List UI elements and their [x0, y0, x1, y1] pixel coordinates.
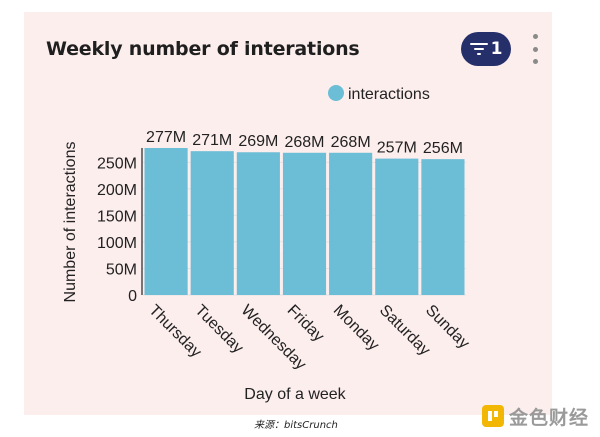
source-caption: 来源：bitsCrunch [254, 420, 338, 431]
bar-value-label: 256M [423, 140, 463, 157]
filter-button[interactable]: 1 [461, 32, 511, 66]
more-options-icon[interactable] [528, 34, 542, 64]
filter-count-badge: 1 [490, 39, 503, 59]
bar-tuesday[interactable] [190, 151, 234, 295]
bar-value-label: 271M [192, 132, 232, 149]
brand-watermark: 金色财经 [482, 401, 589, 431]
bar-value-label: 268M [331, 134, 371, 151]
x-tick-label: Monday [330, 302, 382, 354]
y-tick-label: 150M [97, 208, 137, 225]
bar-value-label: 269M [238, 133, 278, 150]
legend-label: interactions [348, 86, 430, 103]
legend[interactable]: interactions [328, 85, 430, 103]
bar-value-label: 257M [377, 140, 417, 157]
bar-monday[interactable] [329, 152, 373, 295]
y-tick-label: 0 [128, 288, 137, 305]
bar-wednesday[interactable] [236, 152, 280, 295]
y-tick-label: 50M [106, 261, 137, 278]
chart-title: Weekly number of interations [46, 38, 360, 60]
bar-value-labels: 277M 271M 269M 268M 268M 257M 256M [146, 129, 463, 157]
y-axis-ticks: 0 50M 100M 150M 200M 250M [97, 155, 137, 305]
x-tick-label: Friday [284, 302, 327, 345]
y-tick-label: 250M [97, 155, 137, 172]
bar-sunday[interactable] [421, 159, 465, 295]
bars [144, 148, 465, 295]
y-axis-label: Number of interactions [62, 142, 79, 303]
y-tick-label: 200M [97, 182, 137, 199]
legend-marker [328, 85, 344, 101]
bar-value-label: 277M [146, 129, 186, 146]
bar-saturday[interactable] [375, 158, 419, 295]
brand-logo-icon [482, 405, 504, 427]
x-axis-label: Day of a week [244, 386, 346, 403]
bar-value-label: 268M [284, 134, 324, 151]
brand-name: 金色财经 [509, 406, 590, 429]
y-tick-label: 100M [97, 235, 137, 252]
bar-friday[interactable] [282, 152, 327, 295]
filter-icon [469, 43, 488, 55]
bar-thursday[interactable] [144, 148, 188, 295]
